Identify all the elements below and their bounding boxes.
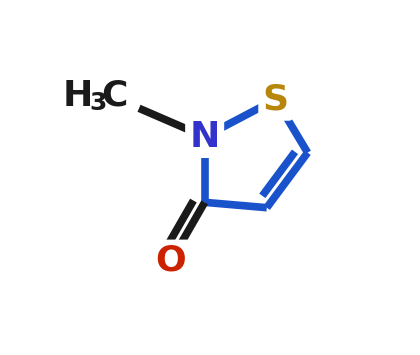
Text: H: H	[63, 79, 93, 113]
Text: O: O	[155, 244, 186, 278]
Text: 3: 3	[89, 91, 107, 115]
Text: S: S	[262, 82, 289, 116]
Text: N: N	[189, 120, 220, 154]
Text: C: C	[102, 79, 128, 113]
